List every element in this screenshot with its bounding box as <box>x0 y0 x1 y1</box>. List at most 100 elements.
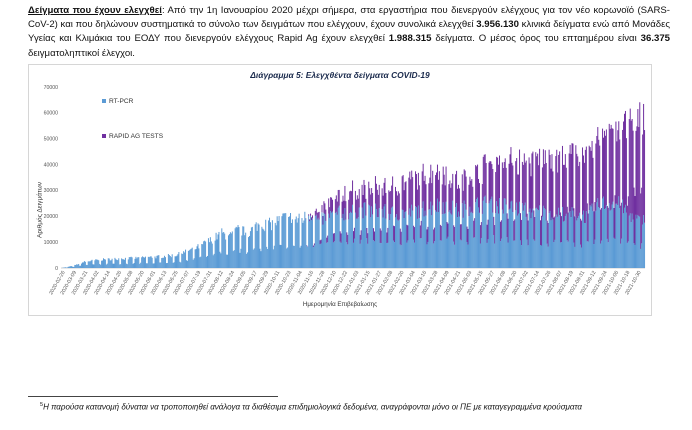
pcr-bar <box>299 247 301 268</box>
pcr-bar <box>190 248 192 268</box>
pcr-bar <box>185 249 187 268</box>
rapid-bar <box>639 102 641 217</box>
pcr-bar <box>248 235 250 268</box>
pcr-bar <box>244 235 246 268</box>
pcr-bar <box>90 260 92 268</box>
pcr-bar <box>470 212 472 268</box>
pcr-bar <box>415 206 417 268</box>
rapid-bar <box>367 233 369 244</box>
pcr-bar <box>322 224 324 268</box>
rapid-bar <box>482 156 484 201</box>
pcr-bar <box>176 255 178 268</box>
pcr-bar <box>585 211 587 268</box>
rapid-bar <box>508 163 510 210</box>
pcr-bar <box>478 207 480 268</box>
rapid-bar <box>498 164 500 214</box>
pcr-bar <box>569 211 571 268</box>
pcr-bar <box>353 238 355 268</box>
pcr-bar <box>196 246 198 268</box>
pcr-bar <box>158 255 160 268</box>
pcr-bar <box>92 264 94 268</box>
pcr-bar <box>537 209 539 268</box>
rapid-bar <box>413 225 415 240</box>
rapid-bar <box>361 184 363 208</box>
rapid-bar <box>620 205 622 244</box>
rapid-bar <box>519 149 521 202</box>
rapid-bar <box>334 199 336 213</box>
pcr-bar <box>232 251 234 268</box>
rapid-bar <box>364 185 366 203</box>
pcr-bar <box>222 232 224 268</box>
pcr-bar <box>628 215 630 268</box>
rapid-bar <box>641 187 643 244</box>
pcr-bar <box>253 248 255 268</box>
pcr-bar <box>225 239 227 268</box>
rapid-bar <box>406 224 408 243</box>
pcr-bar <box>173 262 175 268</box>
pcr-bar <box>330 210 332 268</box>
pcr-bar <box>383 206 385 268</box>
rapid-bar <box>541 167 543 217</box>
pcr-bar <box>304 211 306 268</box>
rapid-bar <box>385 192 387 219</box>
pcr-bar <box>533 239 535 268</box>
pcr-bar <box>114 257 116 268</box>
legend-swatch-rtpcr <box>102 99 106 103</box>
pcr-bar <box>355 218 357 268</box>
pcr-bar <box>230 233 232 268</box>
rapid-bar <box>587 213 589 242</box>
y-tick-label: 70000 <box>44 85 59 91</box>
pcr-bar <box>303 220 305 268</box>
rapid-bar <box>536 156 538 208</box>
rapid-bar <box>638 127 640 216</box>
rapid-bar <box>410 179 412 217</box>
pcr-bar <box>328 213 330 268</box>
pcr-bar <box>272 249 274 268</box>
pcr-bar <box>305 218 307 268</box>
rapid-bar <box>421 171 423 209</box>
rapid-bar <box>434 227 436 242</box>
rapid-bar <box>588 145 590 211</box>
rapid-bar <box>405 181 407 212</box>
pcr-bar <box>508 209 510 268</box>
pcr-bar <box>475 202 477 268</box>
pcr-bar <box>433 243 435 268</box>
pcr-bar <box>241 235 243 268</box>
pcr-bar <box>528 212 530 268</box>
pcr-bar <box>186 260 188 268</box>
rapid-bar <box>552 171 554 220</box>
rapid-bar <box>331 197 333 213</box>
pcr-bar <box>546 243 548 268</box>
pcr-bar <box>199 257 201 268</box>
pcr-bar <box>73 266 75 268</box>
rapid-bar <box>554 216 556 240</box>
pcr-bar <box>300 245 302 268</box>
rapid-bar <box>311 217 313 221</box>
rapid-bar <box>570 153 572 218</box>
pcr-bar <box>221 228 223 268</box>
rapid-bar <box>557 172 559 217</box>
rapid-bar <box>503 162 505 199</box>
rapid-bar <box>436 172 438 212</box>
pcr-bar <box>463 200 465 268</box>
rapid-bar <box>397 191 399 221</box>
pcr-bar <box>644 222 646 268</box>
pcr-bar <box>200 256 202 268</box>
rapid-bar <box>408 177 410 215</box>
rapid-bar <box>509 154 511 209</box>
pcr-bar <box>228 234 230 268</box>
pcr-bar <box>82 262 84 268</box>
pcr-bar <box>246 253 248 268</box>
rapid-bar <box>396 195 398 220</box>
pcr-bar <box>373 241 375 268</box>
rapid-bar <box>549 154 551 211</box>
pcr-bar <box>436 198 438 268</box>
rapid-bar <box>368 181 370 205</box>
pcr-bar <box>77 264 79 268</box>
pcr-bar <box>214 240 216 268</box>
pcr-bar <box>213 253 215 268</box>
pcr-bar <box>364 202 366 268</box>
pcr-bar <box>192 259 194 268</box>
rapid-bar <box>559 151 561 216</box>
pcr-bar <box>165 257 167 268</box>
